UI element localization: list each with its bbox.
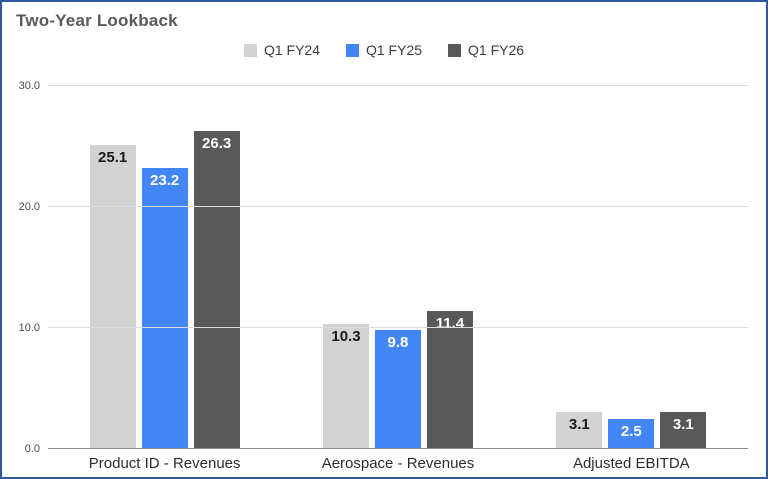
bar-group: 25.1 23.2 26.3 [48, 86, 281, 449]
legend-item: Q1 FY24 [243, 42, 320, 58]
legend-label: Q1 FY24 [263, 42, 320, 58]
legend-item: Q1 FY25 [345, 42, 423, 58]
x-axis-label: Aerospace - Revenues [321, 455, 475, 472]
bar-q1-fy24: 25.1 [89, 145, 136, 449]
x-axis-label: Adjusted EBITDA [572, 455, 690, 472]
bar-value-label: 25.1 [98, 149, 128, 167]
chart-title: Two-Year Lookback [16, 11, 178, 30]
bar-q1-fy24: 3.1 [556, 411, 603, 449]
bar-group: 3.1 2.5 3.1 [515, 86, 748, 449]
bar-q1-fy25: 23.2 [141, 168, 188, 449]
bar-value-label: 3.1 [568, 415, 590, 433]
gridline [48, 206, 748, 207]
xlabels-row: Product ID - Revenues Aerospace - Revenue… [48, 455, 748, 472]
y-tick-label: 10.0 [18, 322, 40, 334]
gridline [48, 85, 748, 86]
gridline [48, 327, 748, 328]
legend-label: Q1 FY26 [468, 42, 525, 58]
x-axis-line [48, 448, 748, 449]
bar-q1-fy26: 3.1 [660, 411, 707, 449]
y-tick-label: 20.0 [18, 201, 40, 213]
bar-value-label: 23.2 [150, 172, 180, 190]
legend: Q1 FY24 Q1 FY25 Q1 FY26 [2, 42, 766, 58]
bar-value-label: 26.3 [202, 134, 232, 152]
bars-row: 25.1 23.2 26.3 10.3 9.8 11.4 3.1 2.5 3.1 [48, 86, 748, 449]
legend-swatch [243, 43, 257, 57]
bar-value-label: 11.4 [435, 315, 465, 333]
bar-q1-fy25: 9.8 [374, 330, 421, 449]
x-axis-label: Product ID - Revenues [88, 455, 241, 472]
legend-swatch [345, 43, 359, 57]
y-tick-label: 30.0 [18, 80, 40, 92]
plot-area: 25.1 23.2 26.3 10.3 9.8 11.4 3.1 2.5 3.1 0.0 10.0… [19, 80, 748, 455]
bar-q1-fy24: 10.3 [322, 324, 369, 449]
legend-item: Q1 FY26 [448, 42, 524, 58]
bar-q1-fy25: 2.5 [608, 418, 655, 449]
bar-value-label: 9.8 [387, 334, 409, 352]
legend-label: Q1 FY25 [365, 42, 423, 58]
bar-value-label: 3.1 [672, 415, 694, 433]
bar-q1-fy26: 11.4 [426, 311, 473, 449]
bar-q1-fy26: 26.3 [193, 130, 240, 449]
bar-value-label: 10.3 [331, 328, 361, 346]
legend-swatch [448, 43, 462, 57]
bar-group: 10.3 9.8 11.4 [281, 86, 514, 449]
bar-value-label: 2.5 [620, 422, 642, 440]
y-tick-label: 0.0 [24, 443, 40, 455]
